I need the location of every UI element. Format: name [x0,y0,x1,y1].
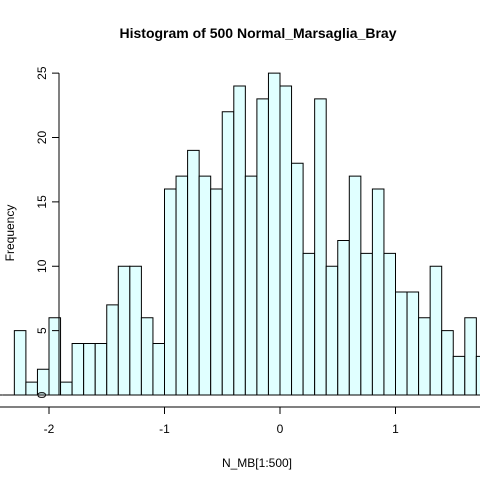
y-tick-label: 0 [35,391,49,398]
histogram-bar [418,317,431,396]
histogram-bar [71,343,85,396]
histogram-bar [314,98,327,396]
histogram-bar [383,252,397,396]
histogram-bar [187,149,200,396]
histogram-bar [36,368,50,396]
histogram-bar [13,330,27,396]
histogram-bar [140,317,154,396]
x-tick-label: -1 [159,422,170,436]
y-tick-label: 15 [35,195,49,209]
x-axis: -3-2-1012 [0,406,480,436]
histogram-bar [279,85,293,396]
histogram-bar [395,291,408,396]
x-tick-label: -2 [44,422,55,436]
histogram-bar [406,291,420,396]
histogram-bar [233,85,246,396]
histogram-bar [164,188,177,396]
histogram-bar [441,330,454,396]
histogram-bar [152,343,165,396]
histogram-bar [452,355,466,396]
histogram-bar [244,175,258,396]
histogram-bar [83,343,96,396]
histogram-bar [371,188,385,396]
y-tick-label: 5 [35,327,49,334]
y-tick-label: 25 [35,66,49,80]
histogram-bar [302,252,316,396]
histogram-bar [325,265,339,396]
histogram-bar [360,252,373,396]
histogram-bar [60,381,73,396]
histogram-bar [475,355,480,396]
x-tick-label: 0 [277,422,284,436]
histogram-bar [267,72,281,396]
chart-title: Histogram of 500 Normal_Marsaglia_Bray [120,25,397,41]
histogram-bar [256,98,269,396]
bars-group [0,72,480,396]
histogram-bar [129,265,142,396]
histogram-bar [221,111,235,396]
y-axis: 0 5 10 15 20 25 [35,66,60,398]
y-tick-label: 10 [35,259,49,273]
histogram-bar [429,265,443,396]
x-axis-label: N_MB[1:500] [222,456,292,470]
histogram-bar [348,175,362,396]
histogram-bar [337,240,350,396]
histogram-bar [210,188,223,396]
histogram-bar [198,175,212,396]
y-tick-label: 20 [35,131,49,145]
histogram-bar [291,162,304,396]
x-tick-label: 1 [392,422,399,436]
histogram-bar [106,304,119,396]
histogram-bar [464,317,477,396]
histogram-bar [175,175,189,396]
histogram-bar [117,265,131,396]
histogram-bar [94,343,108,396]
y-axis-label: Frequency [3,205,17,262]
